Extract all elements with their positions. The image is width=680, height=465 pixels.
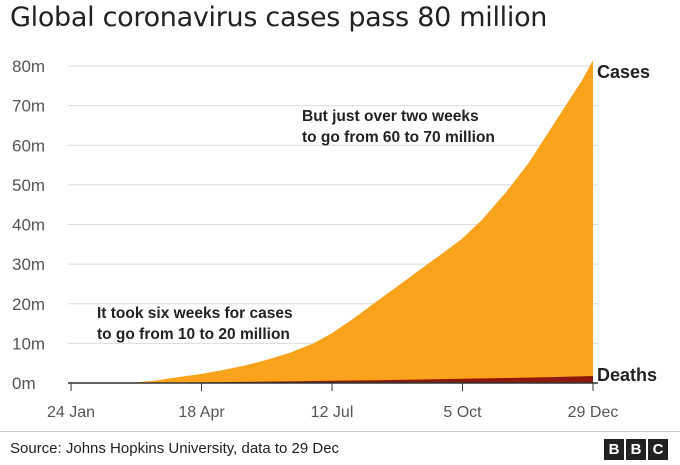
y-tick-label: 30m <box>12 255 45 274</box>
series-label-deaths: Deaths <box>597 365 657 385</box>
annotation-60-to-70-line-2: to go from 60 to 70 million <box>302 129 495 146</box>
bbc-logo: B B C <box>604 439 668 460</box>
y-tick-label: 60m <box>12 136 45 155</box>
y-tick-label: 50m <box>12 176 45 195</box>
source-note: Source: Johns Hopkins University, data t… <box>10 440 340 457</box>
y-tick-label: 10m <box>12 334 45 353</box>
y-tick-label: 80m <box>12 57 45 76</box>
x-tick-label: 24 Jan <box>47 404 95 421</box>
series-area-deaths <box>68 376 593 383</box>
x-tick-label: 12 Jul <box>311 404 354 421</box>
y-tick-label: 0m <box>12 374 36 393</box>
x-tick-label: 5 Oct <box>443 404 482 421</box>
data-areas <box>68 60 593 383</box>
footer-divider <box>0 431 680 432</box>
y-tick-label: 40m <box>12 216 45 235</box>
chart-title: Global coronavirus cases pass 80 million <box>10 2 548 33</box>
annotation-10-to-20-line-2: to go from 10 to 20 million <box>97 326 290 343</box>
x-tick-label: 29 Dec <box>568 404 619 421</box>
annotation-60-to-70: But just over two weeks to go from 60 to… <box>302 108 495 146</box>
series-area-cases <box>68 60 593 383</box>
bbc-logo-letter: B <box>604 439 624 460</box>
x-axis-labels: 24 Jan 18 Apr 12 Jul 5 Oct 29 Dec <box>47 404 618 421</box>
bbc-logo-letter: B <box>626 439 646 460</box>
x-axis <box>68 382 598 391</box>
area-chart: 0m 10m 20m 30m 40m 50m 60m 70m 80m 24 Jan 18 Apr 1… <box>12 57 657 421</box>
y-axis-labels: 0m 10m 20m 30m 40m 50m 60m 70m 80m <box>12 57 45 393</box>
y-tick-label: 20m <box>12 295 45 314</box>
bbc-logo-letter: C <box>648 439 668 460</box>
series-label-cases: Cases <box>597 62 650 82</box>
annotation-10-to-20-line-1: It took six weeks for cases <box>97 305 293 322</box>
annotation-60-to-70-line-1: But just over two weeks <box>302 108 479 125</box>
x-tick-label: 18 Apr <box>178 404 225 421</box>
annotation-10-to-20: It took six weeks for cases to go from 1… <box>97 305 297 343</box>
y-tick-label: 70m <box>12 97 45 116</box>
gridlines <box>68 65 598 344</box>
